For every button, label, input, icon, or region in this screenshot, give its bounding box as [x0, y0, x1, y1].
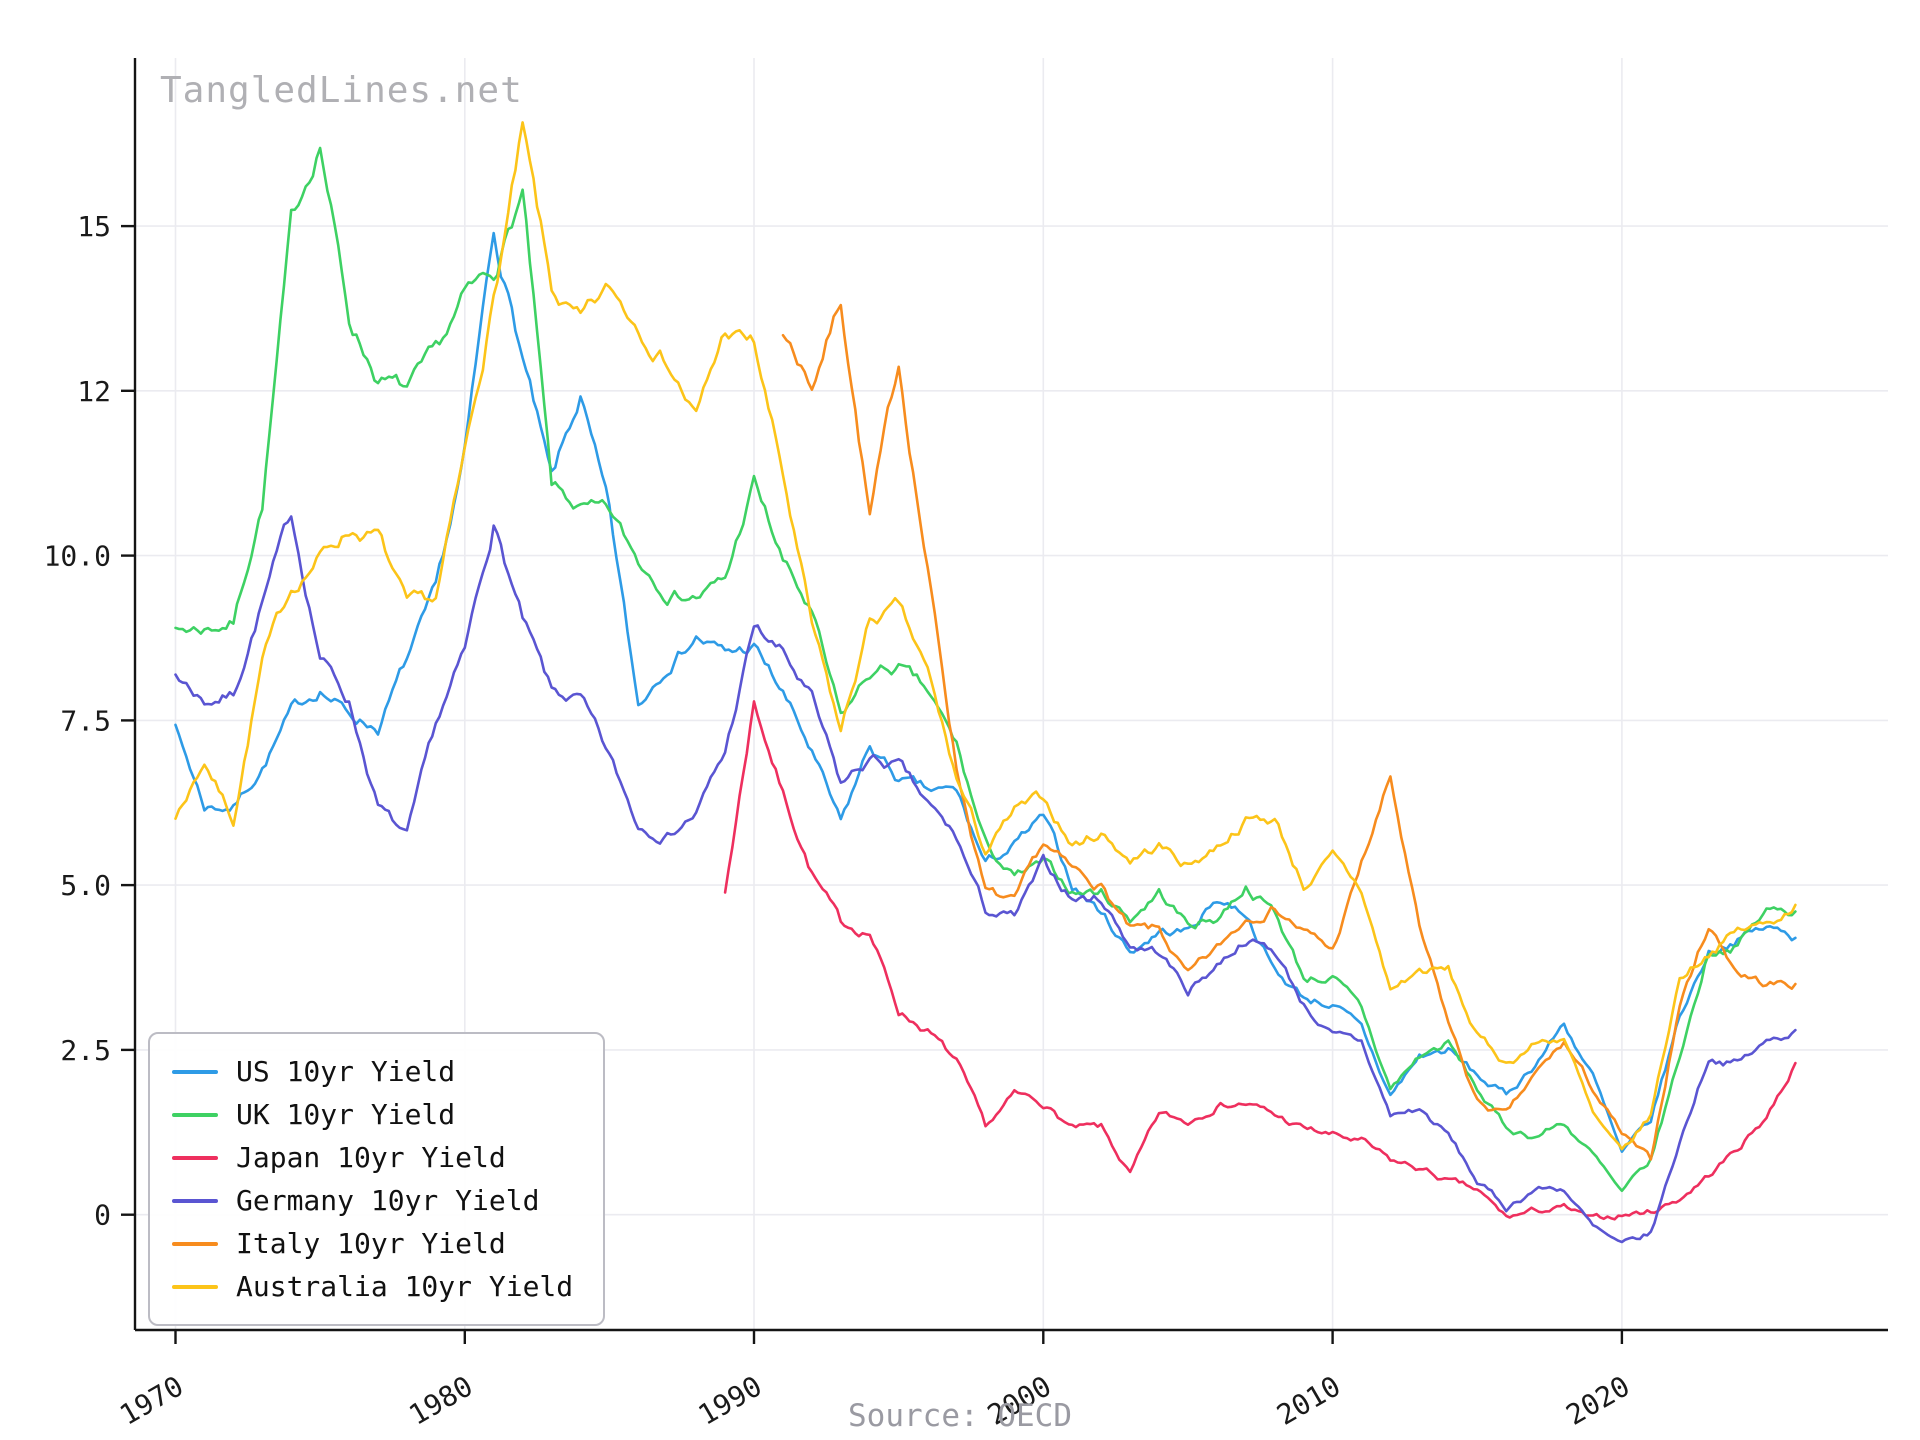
legend-label: UK 10yr Yield: [236, 1098, 456, 1131]
series-line-australia-10yr-yield: [174, 121, 1797, 1151]
y-tick-label: 7.5: [60, 704, 111, 737]
y-tick-label: 15: [77, 210, 111, 243]
legend-line-swatch: [172, 1069, 218, 1074]
series-line-italy-10yr-yield: [781, 303, 1797, 1161]
watermark: TangledLines.net: [160, 70, 523, 111]
y-tick-label: 12: [77, 375, 111, 408]
legend-item: UK 10yr Yield: [172, 1093, 573, 1136]
legend-item: US 10yr Yield: [172, 1050, 573, 1093]
y-tick-label: 5.0: [60, 869, 111, 902]
legend-line-swatch: [172, 1284, 218, 1289]
legend-label: Germany 10yr Yield: [236, 1184, 540, 1217]
legend-label: Italy 10yr Yield: [236, 1227, 506, 1260]
y-tick-label: 2.5: [60, 1034, 111, 1067]
series-line-germany-10yr-yield: [174, 515, 1797, 1244]
legend-line-swatch: [172, 1155, 218, 1160]
legend-line-swatch: [172, 1198, 218, 1203]
source-caption: Source: OECD: [848, 1398, 1072, 1434]
series-line-uk-10yr-yield: [174, 146, 1797, 1193]
legend-item: Australia 10yr Yield: [172, 1265, 573, 1308]
legend-label: Japan 10yr Yield: [236, 1141, 506, 1174]
legend-line-swatch: [172, 1241, 218, 1246]
legend-item: Germany 10yr Yield: [172, 1179, 573, 1222]
legend-item: Italy 10yr Yield: [172, 1222, 573, 1265]
series-line-japan-10yr-yield: [723, 700, 1797, 1221]
legend-label: Australia 10yr Yield: [236, 1270, 574, 1303]
legend: US 10yr Yield UK 10yr Yield Japan 10yr Yie…: [148, 1032, 606, 1326]
y-tick-label: 10.0: [44, 540, 111, 573]
legend-line-swatch: [172, 1112, 218, 1117]
legend-item: Japan 10yr Yield: [172, 1136, 573, 1179]
legend-label: US 10yr Yield: [236, 1055, 456, 1088]
y-tick-label: 0: [94, 1199, 111, 1232]
series-line-us-10yr-yield: [174, 231, 1797, 1153]
